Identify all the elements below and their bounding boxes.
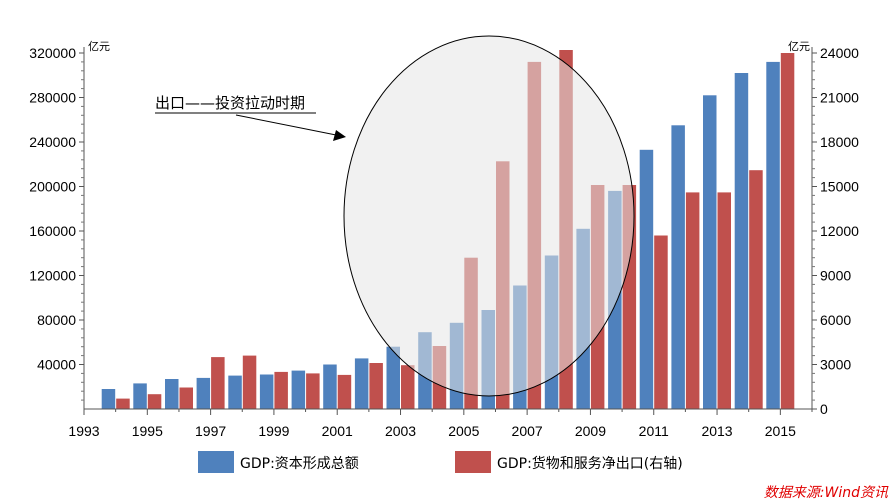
bar-investment-1997 — [196, 377, 211, 409]
bar-net-export-1998 — [242, 355, 257, 409]
x-tick-label-2005: 2005 — [448, 423, 479, 439]
arrowhead-icon — [333, 130, 346, 141]
bar-net-export-2015 — [780, 53, 795, 409]
right-tick-label-15000: 15000 — [820, 179, 859, 195]
legend-label-investment: GDP:资本形成总额 — [240, 456, 359, 472]
annotation-arrow — [235, 114, 337, 136]
bar-net-export-1997 — [211, 357, 225, 409]
bar-net-export-1994 — [116, 398, 130, 409]
bar-investment-2002 — [354, 358, 369, 409]
legend-label-net-export: GDP:货物和服务净出口(右轴) — [497, 455, 683, 472]
right-tick-label-24000: 24000 — [820, 45, 859, 61]
legend-swatch-net-export — [455, 451, 491, 473]
bar-net-export-1999 — [274, 371, 288, 409]
x-tick-label-2009: 2009 — [575, 423, 606, 439]
x-tick-label-2001: 2001 — [322, 423, 353, 439]
legend-swatch-investment — [198, 451, 234, 473]
right-tick-label-12000: 12000 — [820, 223, 859, 239]
left-tick-label-120000: 120000 — [29, 268, 76, 284]
bar-net-export-2012 — [685, 192, 700, 409]
source-note: 数据来源:Wind资讯 — [764, 485, 889, 501]
bar-net-export-2003 — [401, 365, 415, 409]
right-tick-label-3000: 3000 — [820, 357, 851, 373]
bar-investment-2003 — [386, 346, 400, 409]
bar-investment-2014 — [734, 73, 749, 409]
x-tick-label-2011: 2011 — [639, 423, 669, 439]
bar-investment-1994 — [101, 389, 116, 409]
legend: GDP:资本形成总额 GDP:货物和服务净出口(右轴) — [198, 451, 683, 473]
left-tick-label-200000: 200000 — [29, 179, 76, 195]
bar-net-export-1996 — [179, 387, 193, 409]
right-tick-label-18000: 18000 — [820, 134, 859, 150]
bar-net-export-2001 — [337, 374, 352, 409]
bar-investment-2013 — [703, 95, 717, 410]
bar-net-export-2011 — [654, 235, 668, 409]
bar-net-export-1995 — [147, 394, 162, 409]
left-tick-label-280000: 280000 — [29, 90, 76, 106]
bar-investment-2000 — [291, 370, 306, 409]
right-tick-label-21000: 21000 — [820, 90, 859, 106]
annotation-label: 出口——投资拉动时期 — [155, 94, 305, 112]
x-tick-label-1993: 1993 — [68, 423, 99, 439]
axes-group: 4000080000120000160000200000240000280000… — [29, 45, 859, 439]
bar-investment-1995 — [133, 383, 147, 409]
right-tick-label-0: 0 — [820, 401, 828, 417]
bar-investment-2012 — [671, 125, 685, 410]
right-tick-label-6000: 6000 — [820, 312, 851, 328]
bar-investment-1998 — [228, 375, 242, 409]
left-tick-label-240000: 240000 — [29, 134, 76, 150]
x-tick-label-1999: 1999 — [258, 423, 289, 439]
right-tick-label-9000: 9000 — [820, 268, 851, 284]
left-tick-label-320000: 320000 — [29, 45, 76, 61]
x-tick-label-1995: 1995 — [132, 423, 163, 439]
bar-net-export-2013 — [717, 192, 731, 409]
bar-investment-2001 — [323, 364, 337, 409]
bar-investment-1999 — [259, 374, 274, 409]
bar-net-export-2002 — [369, 363, 383, 409]
left-axis-unit: 亿元 — [88, 40, 110, 53]
bar-net-export-2014 — [749, 170, 763, 409]
left-tick-label-80000: 80000 — [37, 312, 76, 328]
x-tick-label-2013: 2013 — [701, 423, 732, 439]
x-tick-label-2003: 2003 — [385, 423, 416, 439]
x-tick-label-1997: 1997 — [195, 423, 226, 439]
left-tick-label-40000: 40000 — [37, 357, 76, 373]
x-tick-label-2015: 2015 — [765, 423, 796, 439]
x-tick-label-2007: 2007 — [512, 423, 543, 439]
highlight-ellipse — [343, 35, 635, 397]
left-tick-label-160000: 160000 — [29, 223, 76, 239]
bar-investment-2011 — [639, 149, 654, 410]
bar-net-export-2000 — [306, 373, 320, 409]
bar-investment-1996 — [165, 379, 179, 409]
bar-investment-2015 — [766, 61, 780, 410]
right-axis-unit: 亿元 — [788, 40, 810, 53]
